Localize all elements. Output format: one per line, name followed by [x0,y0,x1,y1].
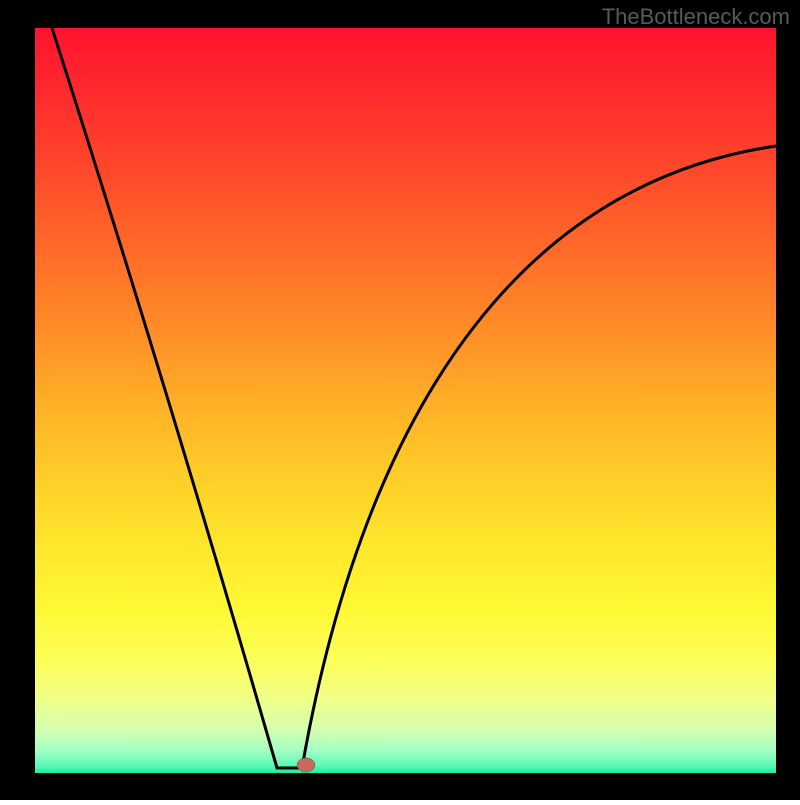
chart-svg [0,0,800,800]
border-bottom [0,773,800,800]
border-right [776,0,800,800]
plot-gradient-area [35,28,776,773]
border-left [0,0,35,800]
watermark-text: TheBottleneck.com [602,4,790,30]
optimal-point-marker [297,758,315,772]
bottleneck-chart: TheBottleneck.com [0,0,800,800]
